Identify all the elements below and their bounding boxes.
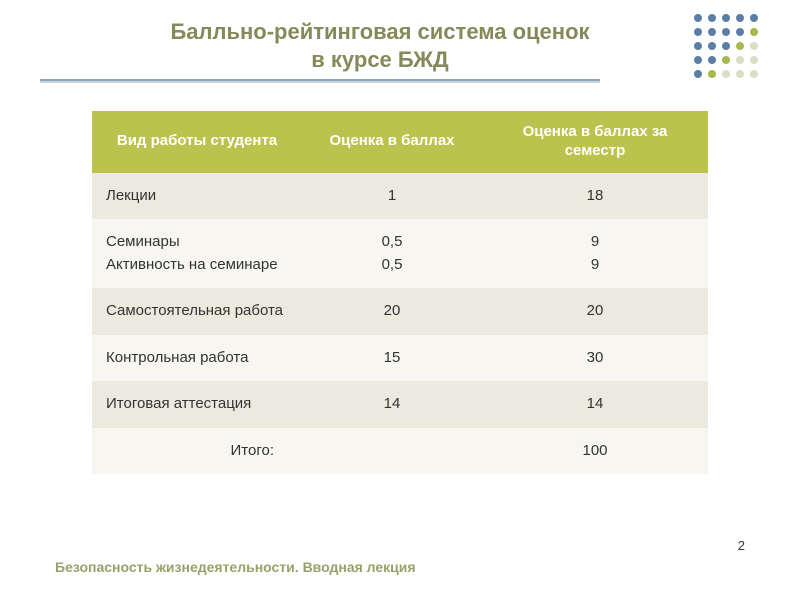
- table-row: Итоговая аттестация1414: [92, 381, 708, 428]
- row-value: 14: [482, 381, 708, 428]
- table-total-row: Итого: 100: [92, 428, 708, 475]
- col-header-0: Вид работы студента: [92, 111, 302, 173]
- row-label: Контрольная работа: [92, 335, 302, 382]
- title-block: Балльно-рейтинговая система оценок в кур…: [40, 18, 760, 91]
- page-number: 2: [738, 538, 745, 553]
- title-line-2: в курсе БЖД: [311, 47, 448, 72]
- row-value: 20: [302, 288, 482, 335]
- row-label: Самостоятельная работа: [92, 288, 302, 335]
- col-header-1: Оценка в баллах: [302, 111, 482, 173]
- row-value: [302, 428, 482, 475]
- row-value: 1: [302, 173, 482, 220]
- row-value: 99: [482, 219, 708, 288]
- table-row: СеминарыАктивность на семинаре0,50,599: [92, 219, 708, 288]
- title-underline: [40, 79, 600, 83]
- row-label: Лекции: [92, 173, 302, 220]
- table-row: Самостоятельная работа2020: [92, 288, 708, 335]
- row-value: 0,50,5: [302, 219, 482, 288]
- footer-text: Безопасность жизнедеятельности. Вводная …: [55, 559, 416, 575]
- slide-title: Балльно-рейтинговая система оценок в кур…: [40, 18, 760, 73]
- row-value: 18: [482, 173, 708, 220]
- table-row: Контрольная работа1530: [92, 335, 708, 382]
- col-header-2: Оценка в баллах за семестр: [482, 111, 708, 173]
- row-label: Итого:: [92, 428, 302, 475]
- row-value: 100: [482, 428, 708, 475]
- table-body: Лекции118СеминарыАктивность на семинаре0…: [92, 173, 708, 475]
- slide: Балльно-рейтинговая система оценок в кур…: [0, 0, 800, 600]
- row-value: 14: [302, 381, 482, 428]
- row-label: СеминарыАктивность на семинаре: [92, 219, 302, 288]
- table-header-row: Вид работы студента Оценка в баллах Оцен…: [92, 111, 708, 173]
- row-value: 20: [482, 288, 708, 335]
- row-value: 15: [302, 335, 482, 382]
- row-label: Итоговая аттестация: [92, 381, 302, 428]
- row-value: 30: [482, 335, 708, 382]
- title-line-1: Балльно-рейтинговая система оценок: [170, 19, 589, 44]
- grading-table: Вид работы студента Оценка в баллах Оцен…: [92, 111, 708, 474]
- table-row: Лекции118: [92, 173, 708, 220]
